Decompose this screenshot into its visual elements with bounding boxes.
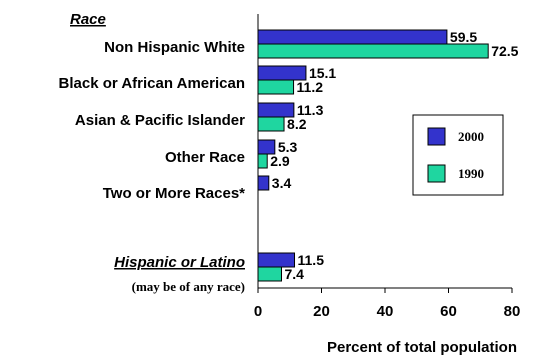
value-label-1990-other-race: 2.9: [270, 153, 290, 169]
bar-2000-other-race: [257, 139, 276, 155]
bar-1990-non-hispanic-white: [257, 43, 489, 59]
value-label-2000-asian-pacific-islander: 11.3: [297, 102, 324, 118]
legend-swatch-2000: [427, 127, 446, 146]
x-tick-label-60: 60: [440, 303, 457, 320]
bar-1990-other-race: [257, 153, 268, 169]
legend-box: [412, 114, 504, 196]
x-axis-label: Percent of total population: [327, 339, 517, 356]
bar-2000-non-hispanic-white: [257, 29, 448, 45]
value-label-1990-black-or-african-american: 11.2: [297, 79, 324, 95]
hispanic-note: (may be of any race): [132, 279, 245, 294]
legend-label-1990: 1990: [458, 166, 484, 181]
value-label-2000-other-race: 5.3: [278, 139, 298, 155]
x-tick-label-40: 40: [377, 303, 394, 320]
legend: 2000 1990: [412, 114, 504, 196]
bar-2000-black-or-african-american: [257, 65, 307, 81]
category-labels: Non Hispanic White Black or African Amer…: [59, 39, 246, 271]
bar-2000-hispanic-or-latino: [257, 252, 296, 268]
x-tick-label-80: 80: [504, 303, 521, 320]
value-labels: 59.5 15.1 11.3 5.3 3.4 11.5 72.5 11.2 8.2 2.9 7.4: [270, 29, 518, 282]
legend-label-2000: 2000: [458, 129, 484, 144]
value-label-1990-non-hispanic-white: 72.5: [491, 43, 518, 59]
category-label-two-or-more: Two or More Races*: [103, 185, 245, 202]
bar-1990-black-or-african-american: [257, 79, 295, 95]
bar-1990-hispanic-or-latino: [257, 266, 282, 282]
value-label-1990-hispanic-or-latino: 7.4: [284, 266, 304, 282]
x-tick-label-0: 0: [254, 303, 262, 320]
bar-2000-two-or-more-races: [257, 175, 270, 191]
category-label-non-hispanic-white: Non Hispanic White: [104, 39, 245, 56]
category-label-asian: Asian & Pacific Islander: [75, 112, 245, 129]
category-label-hispanic: Hispanic or Latino: [114, 254, 245, 271]
category-label-other: Other Race: [165, 149, 245, 166]
bar-2000-asian-pacific-islander: [257, 102, 295, 118]
race-section-label: Race: [70, 11, 106, 28]
value-label-2000-non-hispanic-white: 59.5: [450, 29, 477, 45]
bar-1990-asian-pacific-islander: [257, 116, 285, 132]
value-label-2000-two-or-more-races: 3.4: [272, 175, 292, 191]
legend-swatch-1990: [427, 164, 446, 183]
category-label-black: Black or African American: [59, 75, 245, 92]
value-label-2000-black-or-african-american: 15.1: [309, 65, 336, 81]
x-axis-ticks: 0 20 40 60 80: [254, 288, 521, 320]
x-tick-label-20: 20: [313, 303, 330, 320]
value-label-1990-asian-pacific-islander: 8.2: [287, 116, 307, 132]
value-label-2000-hispanic-or-latino: 11.5: [298, 252, 325, 268]
